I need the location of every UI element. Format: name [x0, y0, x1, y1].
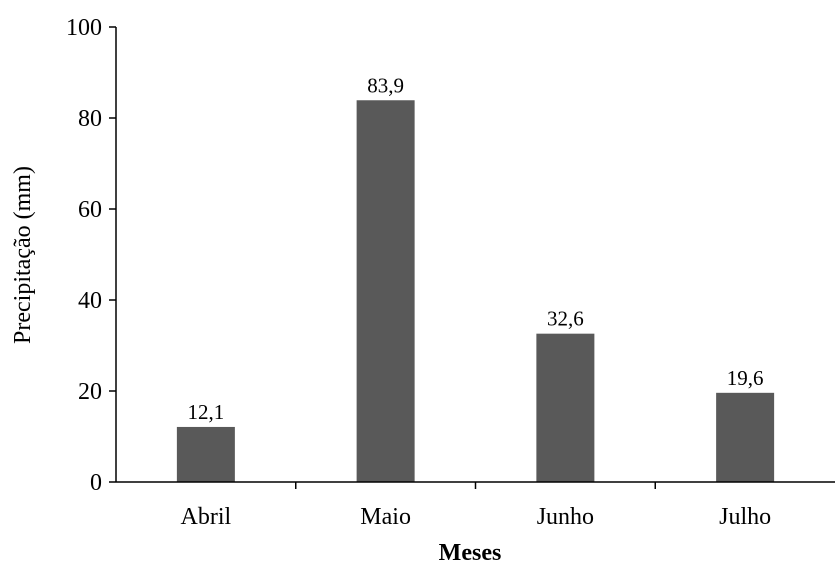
plot-area: 0 20 40 60 80 100 12,1 83,9 32,6 19,6 Abril Maio J…	[66, 15, 835, 530]
x-axis-tick-labels: Abril Maio Junho Julho	[181, 504, 772, 530]
x-tick-label-julho: Julho	[719, 504, 771, 530]
x-tick-label-junho: Junho	[537, 504, 594, 530]
y-tick-label: 100	[66, 15, 102, 41]
bar-junho	[536, 334, 594, 482]
data-label-abril: 12,1	[188, 400, 225, 424]
bars	[177, 100, 774, 482]
x-tick-label-abril: Abril	[181, 504, 232, 530]
bar-maio	[357, 100, 415, 482]
y-tick-label: 0	[90, 470, 102, 496]
y-tick-label: 40	[78, 288, 102, 314]
data-labels: 12,1 83,9 32,6 19,6	[188, 73, 764, 424]
bar-julho	[716, 393, 774, 482]
x-tick-label-maio: Maio	[360, 504, 411, 530]
y-tick-label: 20	[78, 379, 102, 405]
data-label-maio: 83,9	[367, 73, 404, 97]
y-axis-title: Precipitação (mm)	[10, 166, 36, 344]
y-tick-label: 60	[78, 197, 102, 223]
x-axis-title: Meses	[439, 540, 502, 566]
y-tick-label: 80	[78, 106, 102, 132]
data-label-julho: 19,6	[727, 366, 764, 390]
data-label-junho: 32,6	[547, 307, 584, 331]
bar-abril	[177, 427, 235, 482]
